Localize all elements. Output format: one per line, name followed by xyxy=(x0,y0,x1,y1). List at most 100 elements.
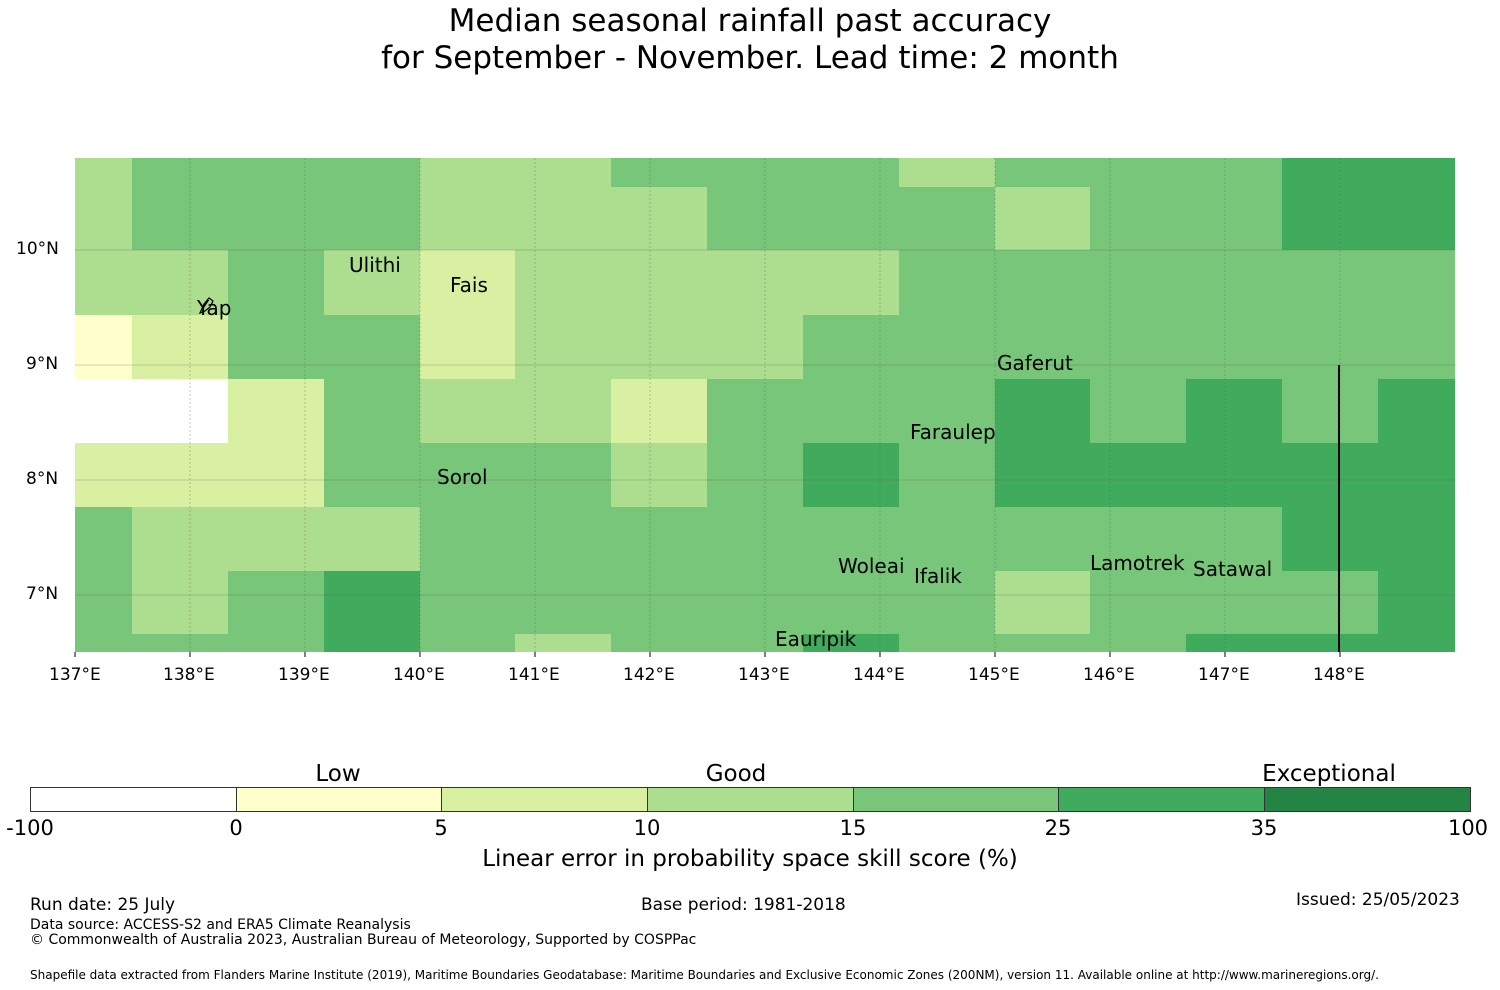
skill-grid-cell xyxy=(1282,158,1378,187)
skill-grid-cell xyxy=(803,507,899,571)
skill-grid-cell xyxy=(228,158,324,187)
skill-grid-cell xyxy=(1282,315,1378,379)
skill-grid-cell xyxy=(899,443,995,507)
skill-grid-cell xyxy=(707,571,803,634)
colorbar-segment xyxy=(236,787,442,812)
skill-grid-cells xyxy=(75,158,1455,652)
skill-grid-cell xyxy=(515,250,611,315)
skill-grid-cell xyxy=(1090,507,1186,571)
colorbar-category-good: Good xyxy=(705,761,767,787)
skill-grid-cell xyxy=(515,187,611,250)
skill-grid-cell xyxy=(1090,315,1186,379)
skill-grid-cell xyxy=(899,379,995,443)
skill-grid-cell xyxy=(420,571,515,634)
skill-grid-cell xyxy=(611,571,707,634)
skill-grid-cell xyxy=(899,250,995,315)
skill-grid-cell xyxy=(995,315,1090,379)
lon-label-137: 137°E xyxy=(49,665,101,685)
island-label-woleai: Woleai xyxy=(838,554,905,578)
colorbar-segment xyxy=(1264,787,1471,812)
skill-grid-cell xyxy=(515,571,611,634)
skill-grid-cell xyxy=(75,507,132,571)
data-source: Data source: ACCESS-S2 and ERA5 Climate … xyxy=(30,917,411,933)
map-title-line2: for September - November. Lead time: 2 m… xyxy=(381,40,1119,76)
skill-grid-cell xyxy=(899,158,995,187)
colorbar-segment xyxy=(30,787,237,812)
skill-grid-cell xyxy=(611,634,707,652)
skill-grid-cell xyxy=(1186,379,1282,443)
skill-grid-cell xyxy=(1090,634,1186,652)
island-label-ulithi: Ulithi xyxy=(349,253,401,277)
lon-label-138: 138°E xyxy=(163,665,215,685)
skill-grid-cell xyxy=(707,187,803,250)
skill-grid-cell xyxy=(228,250,324,315)
skill-grid-cell xyxy=(75,634,132,652)
island-label-gaferut: Gaferut xyxy=(997,351,1073,375)
skill-grid-cell xyxy=(707,634,803,652)
colorbar-tick: 5 xyxy=(434,816,448,840)
skill-grid-cell xyxy=(995,634,1090,652)
lat-label-7n: 7°N xyxy=(26,584,59,604)
lon-label-147: 147°E xyxy=(1198,665,1250,685)
skill-grid-cell xyxy=(995,250,1090,315)
skill-grid-cell xyxy=(995,187,1090,250)
colorbar-segment xyxy=(1058,787,1265,812)
map-title-line1: Median seasonal rainfall past accuracy xyxy=(448,3,1052,39)
skill-grid-cell xyxy=(1282,571,1378,634)
skill-grid-cell xyxy=(515,379,611,443)
skill-grid-cell xyxy=(1378,634,1455,652)
skill-grid-cell xyxy=(420,315,515,379)
skill-grid-cell xyxy=(420,158,515,187)
skill-grid-cell xyxy=(803,634,899,652)
skill-grid-cell xyxy=(420,187,515,250)
colorbar-tick: 10 xyxy=(633,816,661,840)
skill-grid-cell xyxy=(1282,187,1378,250)
lat-label-8n: 8°N xyxy=(26,469,59,489)
skill-grid-cell xyxy=(132,315,228,379)
skill-grid-cell xyxy=(1378,187,1455,250)
skill-grid-cell xyxy=(1282,379,1378,443)
skill-grid-cell xyxy=(611,187,707,250)
skill-grid-cell xyxy=(515,443,611,507)
skill-grid-cell xyxy=(420,634,515,652)
colorbar-label: Linear error in probability space skill … xyxy=(482,846,1018,872)
lon-label-141: 141°E xyxy=(508,665,560,685)
skill-grid-cell xyxy=(899,634,995,652)
island-label-sorol: Sorol xyxy=(437,465,488,489)
skill-grid-cell xyxy=(1186,158,1282,187)
skill-grid-cell xyxy=(132,634,228,652)
skill-grid-cell xyxy=(803,315,899,379)
skill-grid-cell xyxy=(420,507,515,571)
skill-grid-cell xyxy=(803,379,899,443)
skill-grid-cell xyxy=(899,571,995,634)
skill-grid-cell xyxy=(75,158,132,187)
skill-map xyxy=(74,158,1455,657)
lon-label-143: 143°E xyxy=(738,665,790,685)
lat-label-9n: 9°N xyxy=(26,354,59,374)
lon-label-139: 139°E xyxy=(278,665,330,685)
colorbar-category-low: Low xyxy=(315,761,361,787)
skill-grid-cell xyxy=(324,443,420,507)
skill-grid-cell xyxy=(420,443,515,507)
colorbar-segment xyxy=(441,787,648,812)
skill-grid-cell xyxy=(1186,443,1282,507)
skill-grid-cell xyxy=(1378,315,1455,379)
lon-label-142: 142°E xyxy=(623,665,675,685)
skill-grid-cell xyxy=(803,187,899,250)
skill-grid-cell xyxy=(707,315,803,379)
colorbar-segment xyxy=(647,787,854,812)
skill-grid-cell xyxy=(75,443,132,507)
colorbar-tick: 0 xyxy=(229,816,243,840)
skill-grid-cell xyxy=(75,379,132,443)
skill-grid-cell xyxy=(228,315,324,379)
skill-grid-cell xyxy=(420,379,515,443)
skill-grid-cell xyxy=(995,507,1090,571)
skill-grid-cell xyxy=(1378,250,1455,315)
skill-grid-cell xyxy=(132,158,228,187)
skill-grid-cell xyxy=(75,187,132,250)
skill-grid-cell xyxy=(324,379,420,443)
island-label-ifalik: Ifalik xyxy=(914,564,962,588)
skill-grid-cell xyxy=(1186,571,1282,634)
skill-grid-cell xyxy=(1282,250,1378,315)
skill-grid-cell xyxy=(132,443,228,507)
